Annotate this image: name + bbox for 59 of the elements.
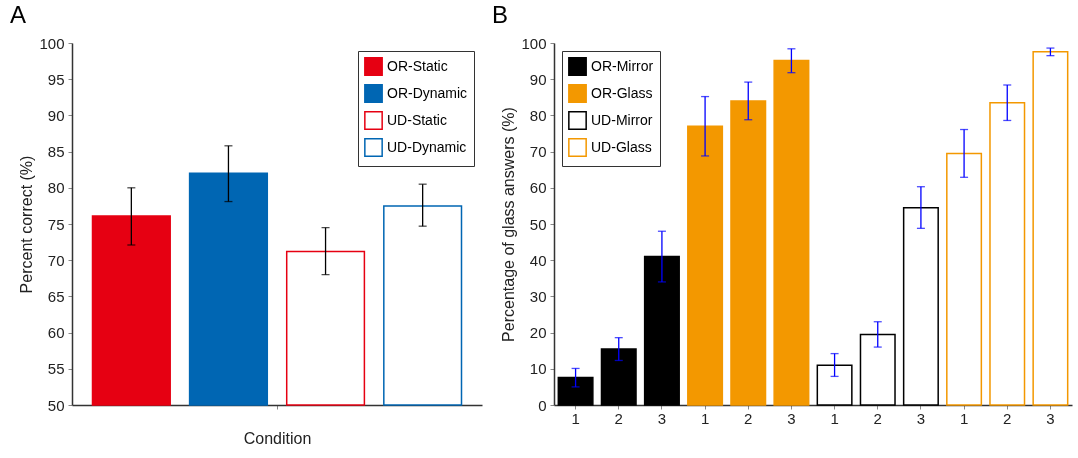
bar <box>902 206 939 406</box>
bar <box>1032 50 1069 406</box>
y-tick-label: 80 <box>47 179 65 197</box>
x-tick-label: 3 <box>657 409 667 427</box>
y-tick-label: 70 <box>529 143 547 161</box>
x-tick-label: 1 <box>959 409 969 427</box>
y-tick-label: 55 <box>47 360 65 378</box>
x-tick-label: 2 <box>744 409 753 427</box>
x-tick-label: 1 <box>571 409 580 427</box>
y-tick-label: 10 <box>529 360 547 378</box>
y-tick-label: 75 <box>47 215 65 233</box>
y-tick-label: 50 <box>529 215 547 233</box>
y-tick-label: 100 <box>521 34 547 52</box>
bar <box>643 255 680 406</box>
legend-label: OR-Mirror <box>591 57 654 74</box>
bar <box>600 348 637 406</box>
bar <box>730 100 767 406</box>
y-tick-label: 60 <box>529 179 547 197</box>
y-tick-label: 70 <box>47 251 65 269</box>
legend-label: UD-Mirror <box>591 111 653 128</box>
x-tick-label: 2 <box>873 409 882 427</box>
bar <box>557 376 594 406</box>
y-tick-label: 100 <box>39 34 65 52</box>
x-axis-title: Condition <box>243 429 312 447</box>
y-tick-label: 40 <box>529 251 547 269</box>
y-tick-label: 60 <box>47 324 65 342</box>
legend-label: UD-Glass <box>591 138 652 155</box>
legend-label: OR-Static <box>387 57 448 74</box>
y-tick-label: 50 <box>47 396 65 414</box>
y-tick-label: 90 <box>529 70 547 88</box>
y-tick-label: 85 <box>47 143 65 161</box>
y-tick-label: 30 <box>529 287 547 305</box>
bar <box>773 59 810 406</box>
bar <box>946 152 983 406</box>
x-tick-label: 2 <box>614 409 623 427</box>
y-axis-title: Percent correct (%) <box>18 155 36 294</box>
x-tick-label: 1 <box>700 409 710 427</box>
y-tick-label: 20 <box>529 324 547 342</box>
bar <box>859 333 896 406</box>
legend-label: UD-Static <box>387 111 447 128</box>
bar <box>687 125 724 406</box>
y-axis-title: Percentage of glass answers (%) <box>500 107 518 342</box>
legend-label: OR-Dynamic <box>387 84 468 101</box>
legend-label: UD-Dynamic <box>387 138 467 155</box>
chart-title: A <box>10 1 27 28</box>
y-tick-label: 65 <box>47 287 65 305</box>
x-tick-label: 2 <box>1003 409 1012 427</box>
bar <box>816 364 853 406</box>
y-tick-label: 95 <box>47 70 65 88</box>
x-tick-label: 3 <box>787 409 796 427</box>
x-tick-label: 3 <box>1046 409 1055 427</box>
chart-title: B <box>492 1 509 28</box>
bar <box>989 101 1026 406</box>
x-tick-label: 3 <box>916 409 926 427</box>
y-tick-label: 80 <box>529 106 547 124</box>
y-tick-label: 90 <box>47 106 65 124</box>
x-tick-label: 1 <box>830 409 839 427</box>
legend-label: OR-Glass <box>591 84 653 101</box>
y-tick-label: 0 <box>538 396 547 414</box>
